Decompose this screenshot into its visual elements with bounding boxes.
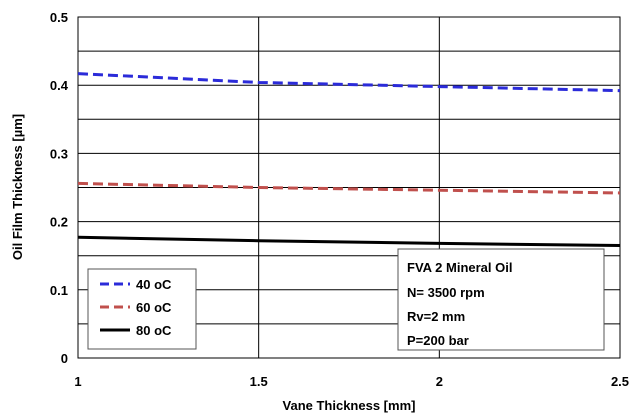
- y-tick-label: 0.2: [50, 215, 68, 230]
- series-line-3: [77, 235, 621, 247]
- annotation-line-2: N= 3500 rpm: [407, 285, 485, 300]
- legend-label-3: 80 oC: [136, 323, 172, 338]
- legend-label-1: 40 oC: [136, 277, 172, 292]
- series-line-1: [77, 72, 621, 93]
- legend: 40 oC 60 oC 80 oC: [87, 268, 197, 350]
- plot-border: [77, 16, 621, 359]
- y-axis-title: Oil Film Thickness [µm]: [10, 114, 25, 260]
- series-lines: [77, 72, 621, 247]
- legend-items: 40 oC 60 oC 80 oC: [100, 277, 172, 338]
- x-axis-title: Vane Thickness [mm]: [283, 398, 416, 413]
- x-tick-label: 1: [74, 374, 81, 389]
- y-tick-label: 0.5: [50, 10, 68, 25]
- annotation-line-4: P=200 bar: [407, 333, 469, 348]
- x-tick-label: 1.5: [250, 374, 268, 389]
- series-line-2: [77, 181, 621, 195]
- annotation-box: FVA 2 Mineral Oil N= 3500 rpm Rv=2 mm P=…: [397, 248, 605, 351]
- x-tick-label: 2.5: [611, 374, 629, 389]
- legend-label-2: 60 oC: [136, 300, 172, 315]
- y-tick-label: 0.4: [50, 78, 69, 93]
- y-tick-label: 0: [61, 351, 68, 366]
- annotation-line-1: FVA 2 Mineral Oil: [407, 260, 512, 275]
- annotation-line-3: Rv=2 mm: [407, 309, 465, 324]
- y-tick-label: 0.3: [50, 146, 68, 161]
- annotation-frame: [397, 248, 605, 351]
- y-tick-labels: 0 0.1 0.2 0.3 0.4 0.5: [50, 10, 69, 366]
- x-tick-label: 2: [436, 374, 443, 389]
- legend-box: [87, 268, 197, 350]
- x-tick-labels: 1 1.5 2 2.5: [74, 374, 629, 389]
- y-tick-label: 0.1: [50, 283, 68, 298]
